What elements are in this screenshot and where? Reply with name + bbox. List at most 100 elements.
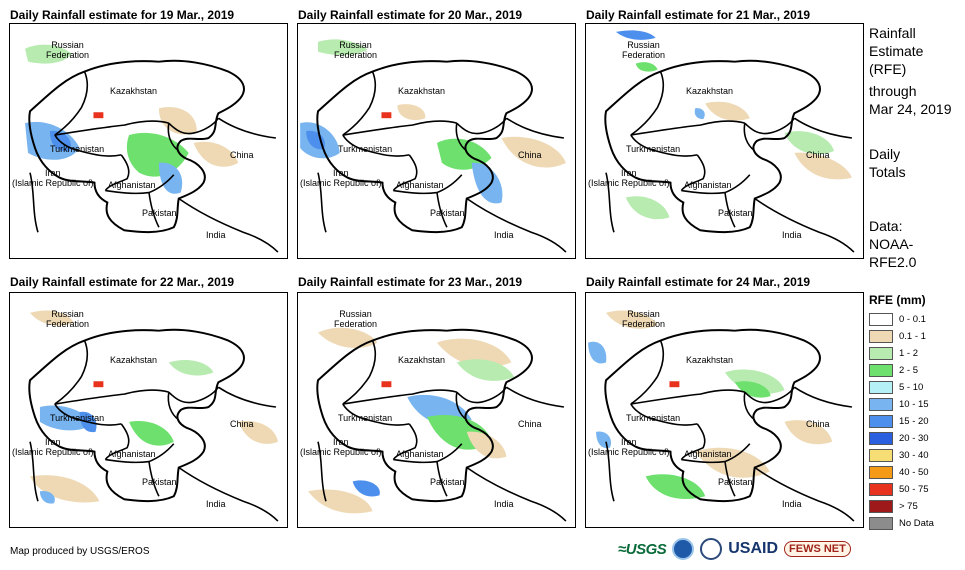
country-border [342,120,458,136]
country-border [342,403,410,426]
rainfall-area [30,310,74,326]
rainfall-area [705,101,750,121]
country-border [630,340,665,405]
country-border [29,172,39,233]
region-outline [316,328,533,503]
rainfall-area [456,359,515,381]
region-outline [28,328,245,503]
map-panel-23-mar: Russian Federation Kazakhstan Turkmenistan I… [297,292,576,528]
legend-swatch [869,347,893,360]
map-panel-19-mar: Russian Federation Kazakhstan Turkmenistan I… [9,23,288,259]
country-label-pakistan: Pakistan [430,208,465,218]
country-label-afghanistan: Afghanistan [396,180,444,190]
country-label-line: (Islamic Republic of) [588,178,670,188]
country-border [754,197,855,253]
country-label-line: Iran [45,168,61,178]
country-label-kazakhstan: Kazakhstan [398,86,446,96]
country-label-pakistan: Pakistan [718,208,753,218]
country-border [680,154,706,192]
country-label-afghanistan: Afghanistan [108,449,156,459]
country-label-line: (Islamic Republic of) [12,178,94,188]
legend-swatch [869,313,893,326]
rainfall-area [784,131,835,155]
legend-label: 0 - 0.1 [899,314,926,325]
country-label-russia: Russian Federation [622,40,665,60]
country-border [680,423,706,461]
map-panel-22-mar: Russian Federation Kazakhstan Turkmenistan I… [9,292,288,528]
legend-swatch [869,330,893,343]
country-border [436,461,448,497]
country-border [466,197,567,253]
legend-label: 50 - 75 [899,484,929,495]
country-label-turkmenistan: Turkmenistan [626,144,681,154]
rainfall-area [734,381,771,398]
country-border [505,117,565,139]
country-border [630,71,665,136]
usgs-logo: ≈USGS [618,540,667,558]
country-label-turkmenistan: Turkmenistan [50,413,105,423]
country-label-line: Federation [334,319,378,329]
legend-swatch [869,517,893,530]
legend-swatch [869,466,893,479]
country-label-russia: Russian Federation [46,40,89,60]
country-label-afghanistan: Afghanistan [684,180,732,190]
legend-label: 15 - 20 [899,416,929,427]
rainfall-area [784,420,833,445]
rainfall-area [436,338,512,368]
country-border [630,120,746,136]
country-border [54,340,89,405]
country-label-turkmenistan: Turkmenistan [50,144,105,154]
country-label-pakistan: Pakistan [142,477,177,487]
sidebar-data-label: Data: [869,218,903,234]
legend-item: 40 - 50 [869,464,934,481]
legend-swatch [869,364,893,377]
country-border [744,117,796,135]
country-border [54,71,89,136]
country-label-line: Federation [334,50,378,60]
country-border [724,461,736,497]
legend-label: 20 - 30 [899,433,929,444]
noaa-logo-icon [672,538,695,560]
country-label-iran: Iran (Islamic Republic of) [588,168,670,188]
legend-label: 10 - 15 [899,399,929,410]
country-label-line: Iran [621,168,637,178]
country-label-line: Iran [333,168,349,178]
country-border [29,441,39,502]
country-label-line: Russian [51,309,84,319]
country-label-pakistan: Pakistan [142,208,177,218]
map-panel-20-mar: Russian Federation Kazakhstan Turkmenistan I… [297,23,576,259]
rainfall-area [436,138,492,170]
country-border [456,386,508,404]
map-title-3: Daily Rainfall estimate for 21 Mar., 201… [586,8,811,22]
legend-item: 5 - 10 [869,379,934,396]
sidebar-heading-1: Rainfall [869,25,916,41]
map-svg [604,30,855,253]
country-border [148,461,160,497]
region-outline [316,59,533,234]
country-label-kazakhstan: Kazakhstan [110,86,158,96]
country-border [167,392,180,421]
legend-swatch [869,415,893,428]
legend-item: 2 - 5 [869,362,934,379]
rainfall-area [318,327,378,348]
map-title-1: Daily Rainfall estimate for 19 Mar., 201… [10,8,235,22]
country-label-india: India [206,499,226,509]
fews-net-logo: FEWS NET [784,541,851,557]
usaid-seal-icon [700,538,723,560]
sidebar-heading-2: Estimate [869,43,924,59]
legend-item: 0.1 - 1 [869,328,934,345]
rainfall-area [695,447,770,478]
rainfall-area [193,141,239,167]
rainfall-area [39,405,94,431]
rainfall-area [625,196,670,220]
country-border [793,117,853,139]
country-label-china: China [806,419,830,429]
sidebar-through: through [869,83,917,99]
country-border [392,154,418,192]
rainfall-area [606,310,658,329]
rainfall-area [168,360,214,376]
country-label-line: Federation [46,319,90,329]
rainfall-area [381,381,392,388]
rainfall-area [352,480,380,497]
rainfall-area [501,136,566,168]
